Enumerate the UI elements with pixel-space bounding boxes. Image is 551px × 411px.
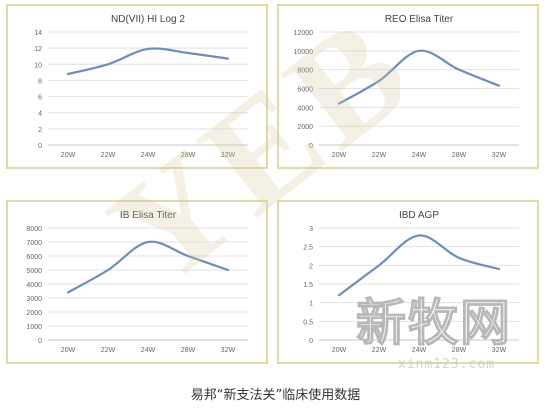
y-tick-label: 2 xyxy=(38,127,42,134)
y-tick-label: 12000 xyxy=(294,30,314,37)
y-tick-label: 2000 xyxy=(297,124,313,131)
x-tick-label: 24W xyxy=(141,347,156,354)
series-line xyxy=(66,47,230,76)
y-tick-label: 0 xyxy=(38,338,42,345)
chart-svg-ib-elisa: IB Elisa Titer 0 1000 2000 3000 4000 5000 6000 7… xyxy=(26,210,248,354)
series-line xyxy=(337,49,501,105)
chart-panel-ibd-agp: IBD AGP 0 0.5 1 1.5 2 2.5 3 20W 22W 24W 28W 32W xyxy=(277,200,539,364)
x-tick-label: 32W xyxy=(492,347,507,354)
y-tick-label: 1.5 xyxy=(303,282,313,289)
x-tick-label: 20W xyxy=(332,347,347,354)
x-tick-label: 28W xyxy=(181,152,196,159)
y-tick-label: 0 xyxy=(309,338,313,345)
chart-svg-ibd-agp: IBD AGP 0 0.5 1 1.5 2 2.5 3 20W 22W 24W 28W 32W xyxy=(303,210,519,354)
y-tick-label: 12 xyxy=(34,46,42,53)
y-tick-label: 4000 xyxy=(297,105,313,112)
y-tick-label: 0.5 xyxy=(303,319,313,326)
y-tick-label: 6000 xyxy=(26,254,42,261)
y-tick-label: 1 xyxy=(309,301,313,308)
y-tick-label: 0 xyxy=(38,143,42,150)
chart-title: ND(VII) HI Log 2 xyxy=(111,14,185,25)
y-tick-label: 10 xyxy=(34,62,42,69)
y-tick-label: 6 xyxy=(38,95,42,102)
x-tick-label: 24W xyxy=(141,152,156,159)
x-tick-label: 24W xyxy=(412,152,427,159)
y-tick-label: 8000 xyxy=(26,226,42,233)
chart-title: IBD AGP xyxy=(399,210,439,221)
x-tick-label: 24W xyxy=(412,347,427,354)
chart-svg-nd-hi: ND(VII) HI Log 2 0 2 4 6 8 10 12 14 20W 22W 24W 28W 3… xyxy=(34,14,248,159)
y-tick-label: 1000 xyxy=(26,324,42,331)
chart-title: REO Elisa Titer xyxy=(385,14,454,25)
y-tick-label: 2000 xyxy=(26,310,42,317)
y-tick-label: 5000 xyxy=(26,268,42,275)
y-tick-label: 4000 xyxy=(26,282,42,289)
y-tick-label: 8000 xyxy=(297,68,313,75)
x-tick-label: 20W xyxy=(61,152,76,159)
x-tick-label: 32W xyxy=(221,347,236,354)
series-line xyxy=(66,240,230,294)
x-tick-label: 22W xyxy=(372,152,387,159)
y-tick-label: 14 xyxy=(34,30,42,37)
chart-panel-ib-elisa: IB Elisa Titer 0 1000 2000 3000 4000 5000 6000 7… xyxy=(6,200,268,364)
x-tick-label: 28W xyxy=(452,152,467,159)
figure-caption: 易邦“新支法关”临床使用数据 xyxy=(190,388,361,403)
y-tick-label: 3000 xyxy=(26,296,42,303)
x-tick-label: 22W xyxy=(101,152,116,159)
x-tick-label: 22W xyxy=(101,347,116,354)
chart-panel-nd-hi: ND(VII) HI Log 2 0 2 4 6 8 10 12 14 20W 22W 24W 28W 3… xyxy=(6,4,268,169)
chart-title: IB Elisa Titer xyxy=(120,210,177,221)
y-tick-label: 10000 xyxy=(294,49,314,56)
y-tick-label: 2 xyxy=(309,263,313,270)
y-tick-label: 8 xyxy=(38,78,42,85)
x-tick-label: 20W xyxy=(332,152,347,159)
x-tick-label: 20W xyxy=(61,347,76,354)
chart-svg-reo-elisa: REO Elisa Titer 0 2000 4000 6000 8000 10000 120… xyxy=(294,14,519,159)
y-tick-label: 2.5 xyxy=(303,245,313,252)
y-tick-label: 0 xyxy=(309,143,313,150)
x-tick-label: 32W xyxy=(221,152,236,159)
x-tick-label: 28W xyxy=(452,347,467,354)
y-tick-label: 6000 xyxy=(297,87,313,94)
chart-panel-reo-elisa: REO Elisa Titer 0 2000 4000 6000 8000 10000 120… xyxy=(277,4,539,169)
x-tick-label: 32W xyxy=(492,152,507,159)
x-tick-label: 28W xyxy=(181,347,196,354)
y-tick-label: 4 xyxy=(38,111,42,118)
y-tick-label: 7000 xyxy=(26,240,42,247)
y-tick-label: 3 xyxy=(309,226,313,233)
x-tick-label: 22W xyxy=(372,347,387,354)
